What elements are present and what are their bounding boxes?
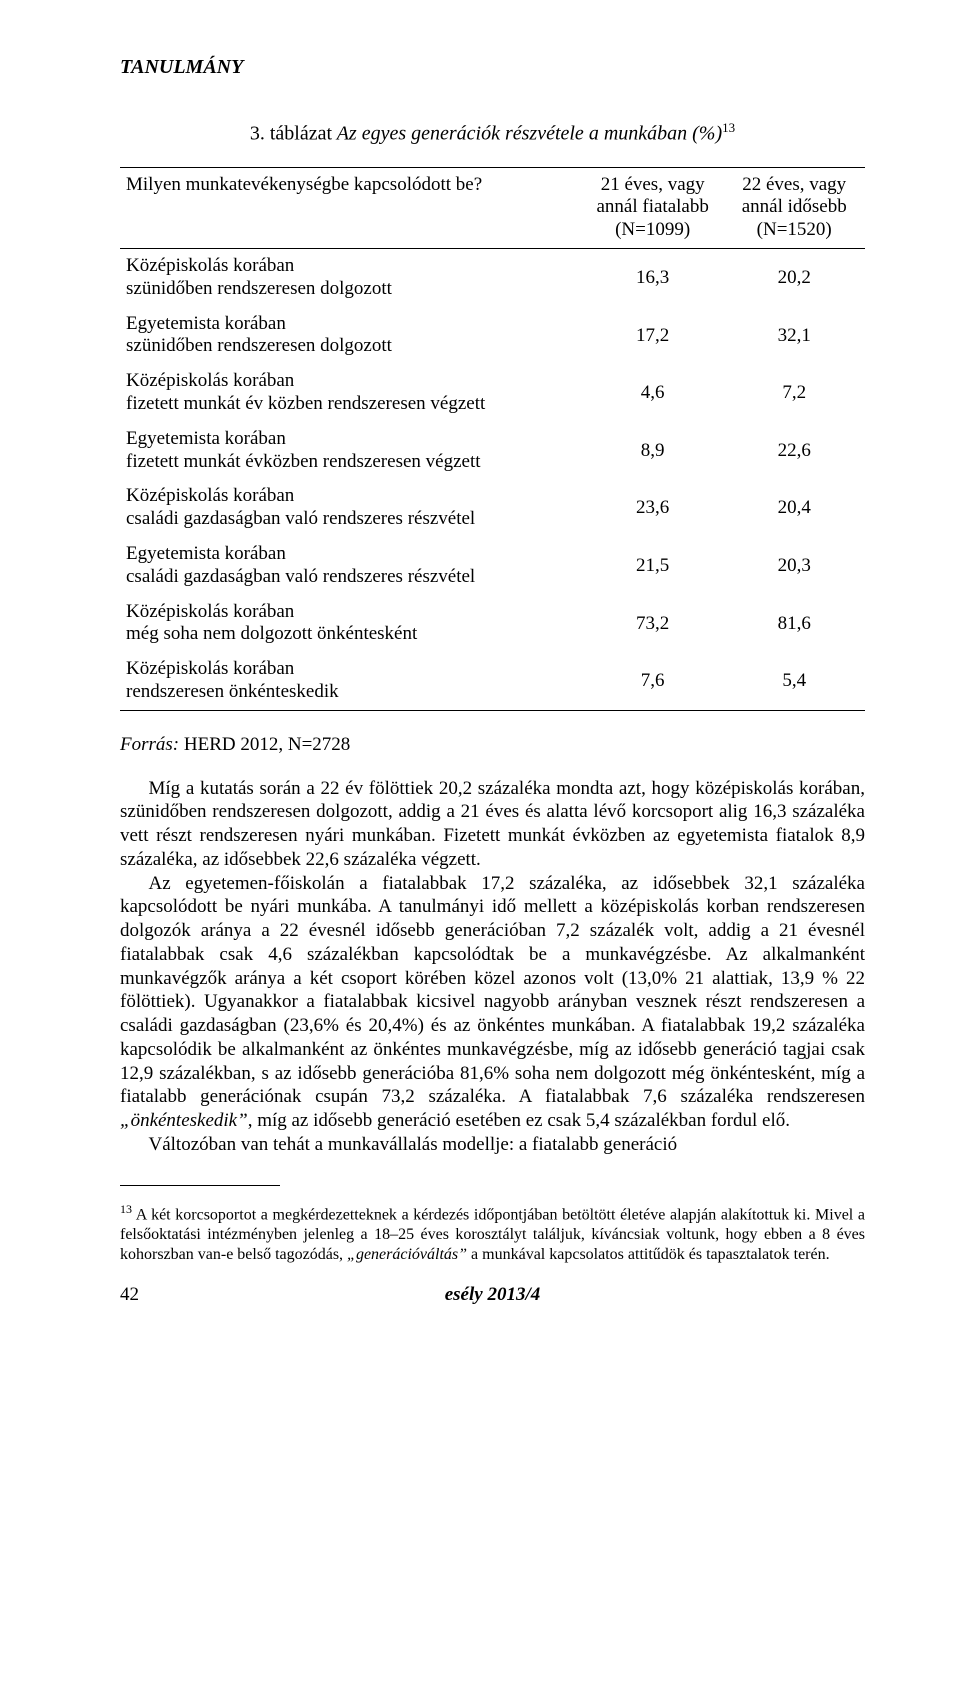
- page: TANULMÁNY 3. táblázat Az egyes generáció…: [0, 0, 960, 1702]
- journal-ref: esély 2013/4: [160, 1283, 825, 1307]
- table-row: Középiskolás korábancsaládi gazdaságban …: [120, 479, 865, 537]
- row-label: Középiskolás korábancsaládi gazdaságban …: [120, 479, 582, 537]
- row-label: Egyetemista korábanszünidőben rendszeres…: [120, 307, 582, 365]
- row-val-older: 20,2: [723, 249, 865, 307]
- page-footer: 42 esély 2013/4: [120, 1283, 865, 1307]
- row-val-younger: 7,6: [582, 652, 724, 710]
- caption-number: 3. táblázat: [250, 123, 332, 145]
- table-row: Egyetemista korábanfizetett munkát évköz…: [120, 422, 865, 480]
- caption-title: Az egyes generációk részvétele a munkába…: [337, 123, 722, 145]
- footnote-number: 13: [120, 1202, 132, 1216]
- source-value: HERD 2012, N=2728: [184, 734, 350, 755]
- col-header-older: 22 éves, vagy annál idősebb (N=1520): [723, 167, 865, 248]
- body-paragraph-2: Az egyetemen-főiskolán a fiatalabbak 17,…: [120, 872, 865, 1133]
- row-val-younger: 21,5: [582, 537, 724, 595]
- row-val-younger: 4,6: [582, 364, 724, 422]
- table-caption: 3. táblázat Az egyes generációk részvéte…: [120, 120, 865, 147]
- row-label: Középiskolás korábanfizetett munkát év k…: [120, 364, 582, 422]
- p2-quote: „önkénteskedik”: [120, 1110, 248, 1131]
- row-val-older: 20,4: [723, 479, 865, 537]
- page-number: 42: [120, 1283, 160, 1307]
- p2-part-a: Az egyetemen-főiskolán a fiatalabbak 17,…: [120, 873, 865, 1108]
- row-val-younger: 8,9: [582, 422, 724, 480]
- table-row: Középiskolás korábanmég soha nem dolgozo…: [120, 595, 865, 653]
- row-label: Egyetemista korábancsaládi gazdaságban v…: [120, 537, 582, 595]
- footnote-quote: „generációváltás”: [347, 1246, 467, 1263]
- row-label: Középiskolás korábanszünidőben rendszere…: [120, 249, 582, 307]
- table-row: Középiskolás korábanrendszeresen önkénte…: [120, 652, 865, 710]
- row-val-older: 20,3: [723, 537, 865, 595]
- row-val-younger: 23,6: [582, 479, 724, 537]
- footnote: 13 A két korcsoportot a megkérdezettekne…: [120, 1202, 865, 1265]
- row-val-younger: 16,3: [582, 249, 724, 307]
- table-row: Egyetemista korábanszünidőben rendszeres…: [120, 307, 865, 365]
- row-val-older: 32,1: [723, 307, 865, 365]
- row-val-older: 81,6: [723, 595, 865, 653]
- caption-sup: 13: [722, 120, 735, 135]
- table-row: Középiskolás korábanfizetett munkát év k…: [120, 364, 865, 422]
- table-body: Középiskolás korábanszünidőben rendszere…: [120, 249, 865, 711]
- row-val-older: 7,2: [723, 364, 865, 422]
- table-row: Egyetemista korábancsaládi gazdaságban v…: [120, 537, 865, 595]
- row-label: Középiskolás korábanrendszeresen önkénte…: [120, 652, 582, 710]
- data-table: Milyen munkatevékenységbe kapcsolódott b…: [120, 167, 865, 711]
- row-val-older: 5,4: [723, 652, 865, 710]
- row-val-younger: 73,2: [582, 595, 724, 653]
- footnote-text-b: a munkával kapcsolatos attitűdök és tapa…: [467, 1246, 830, 1263]
- row-label: Középiskolás korábanmég soha nem dolgozo…: [120, 595, 582, 653]
- col-header-older-text: 22 éves, vagy annál idősebb (N=1520): [742, 174, 847, 241]
- source-label: Forrás:: [120, 734, 179, 755]
- table-source: Forrás: HERD 2012, N=2728: [120, 733, 865, 757]
- col-header-younger-text: 21 éves, vagy annál fiatalabb (N=1099): [596, 174, 708, 241]
- col-header-younger: 21 éves, vagy annál fiatalabb (N=1099): [582, 167, 724, 248]
- body-paragraph-1: Míg a kutatás során a 22 év fölöttiek 20…: [120, 777, 865, 872]
- footnote-rule: [120, 1185, 280, 1186]
- row-label: Egyetemista korábanfizetett munkát évköz…: [120, 422, 582, 480]
- row-val-older: 22,6: [723, 422, 865, 480]
- body-paragraph-3: Változóban van tehát a munkavállalás mod…: [120, 1133, 865, 1157]
- row-val-younger: 17,2: [582, 307, 724, 365]
- running-head: TANULMÁNY: [120, 55, 865, 80]
- p2-part-b: , míg az idősebb generáció esetében ez c…: [248, 1110, 790, 1131]
- table-header-row: Milyen munkatevékenységbe kapcsolódott b…: [120, 167, 865, 248]
- table-row: Középiskolás korábanszünidőben rendszere…: [120, 249, 865, 307]
- col-header-question: Milyen munkatevékenységbe kapcsolódott b…: [120, 167, 582, 248]
